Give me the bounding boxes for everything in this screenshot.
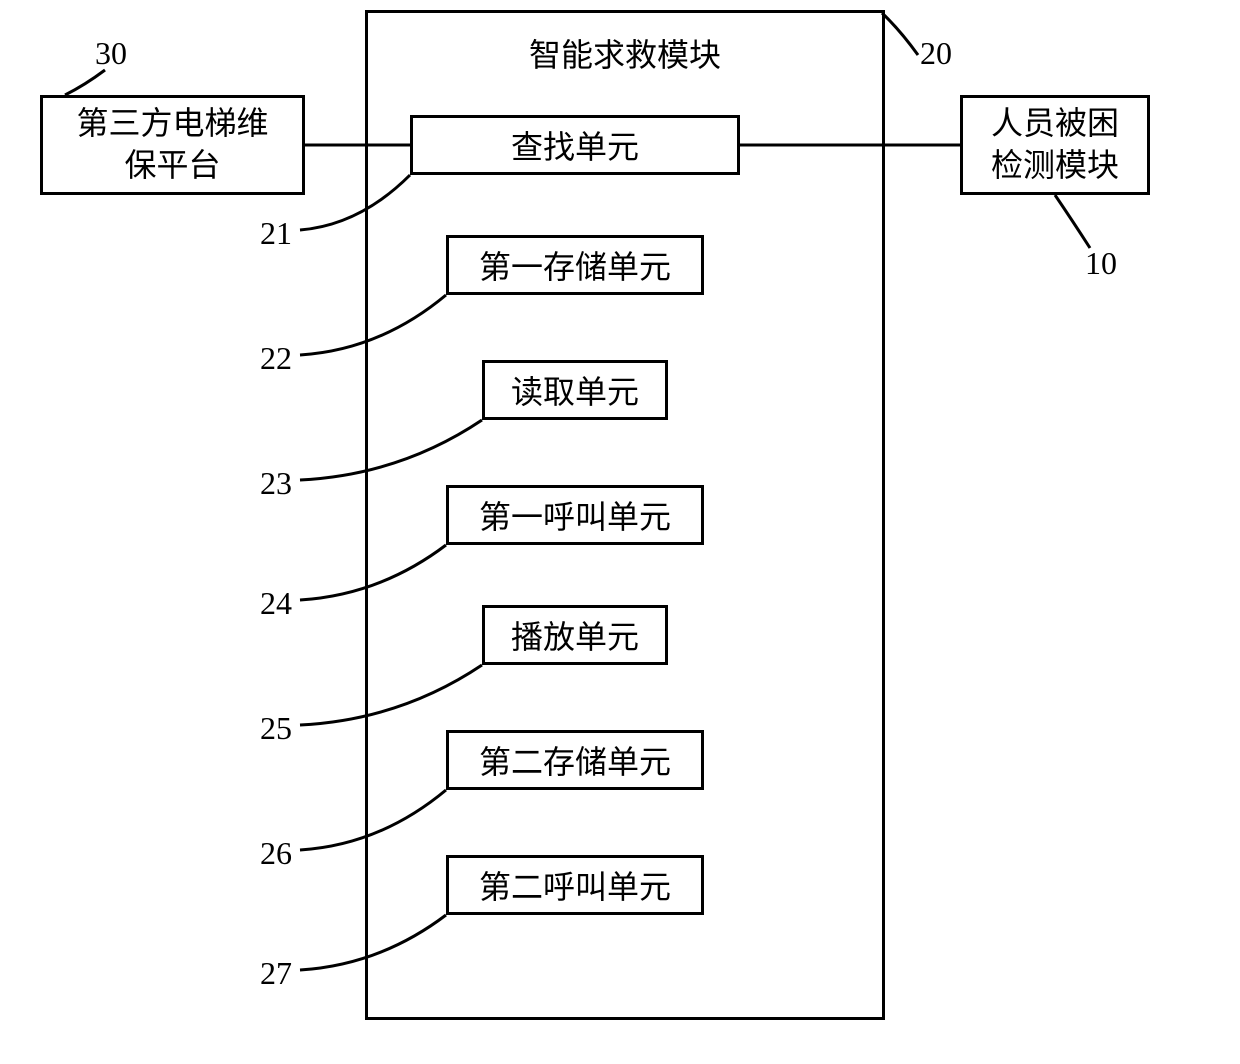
right-box-line1: 人员被困	[991, 103, 1119, 145]
unit-second-storage: 第二存储单元	[446, 730, 704, 790]
ref-line-20	[882, 13, 918, 55]
unit-first-call: 第一呼叫单元	[446, 485, 704, 545]
third-party-platform-box: 第三方电梯维 保平台	[40, 95, 305, 195]
ref-10: 10	[1085, 245, 1117, 282]
ref-30: 30	[95, 35, 127, 72]
ref-21: 21	[260, 215, 292, 252]
ref-24: 24	[260, 585, 292, 622]
left-box-line2: 保平台	[76, 145, 268, 187]
ref-25: 25	[260, 710, 292, 747]
unit-lookup: 查找单元	[410, 115, 740, 175]
unit-second-call: 第二呼叫单元	[446, 855, 704, 915]
ref-22: 22	[260, 340, 292, 377]
left-box-line1: 第三方电梯维	[76, 103, 268, 145]
right-box-line2: 检测模块	[991, 145, 1119, 187]
unit-play: 播放单元	[482, 605, 668, 665]
ref-line-30	[65, 70, 105, 95]
detection-module-box: 人员被困 检测模块	[960, 95, 1150, 195]
ref-23: 23	[260, 465, 292, 502]
unit-first-storage: 第一存储单元	[446, 235, 704, 295]
ref-26: 26	[260, 835, 292, 872]
unit-read: 读取单元	[482, 360, 668, 420]
ref-27: 27	[260, 955, 292, 992]
ref-20: 20	[920, 35, 952, 72]
ref-line-10	[1055, 195, 1090, 248]
main-module-title: 智能求救模块	[475, 30, 775, 76]
